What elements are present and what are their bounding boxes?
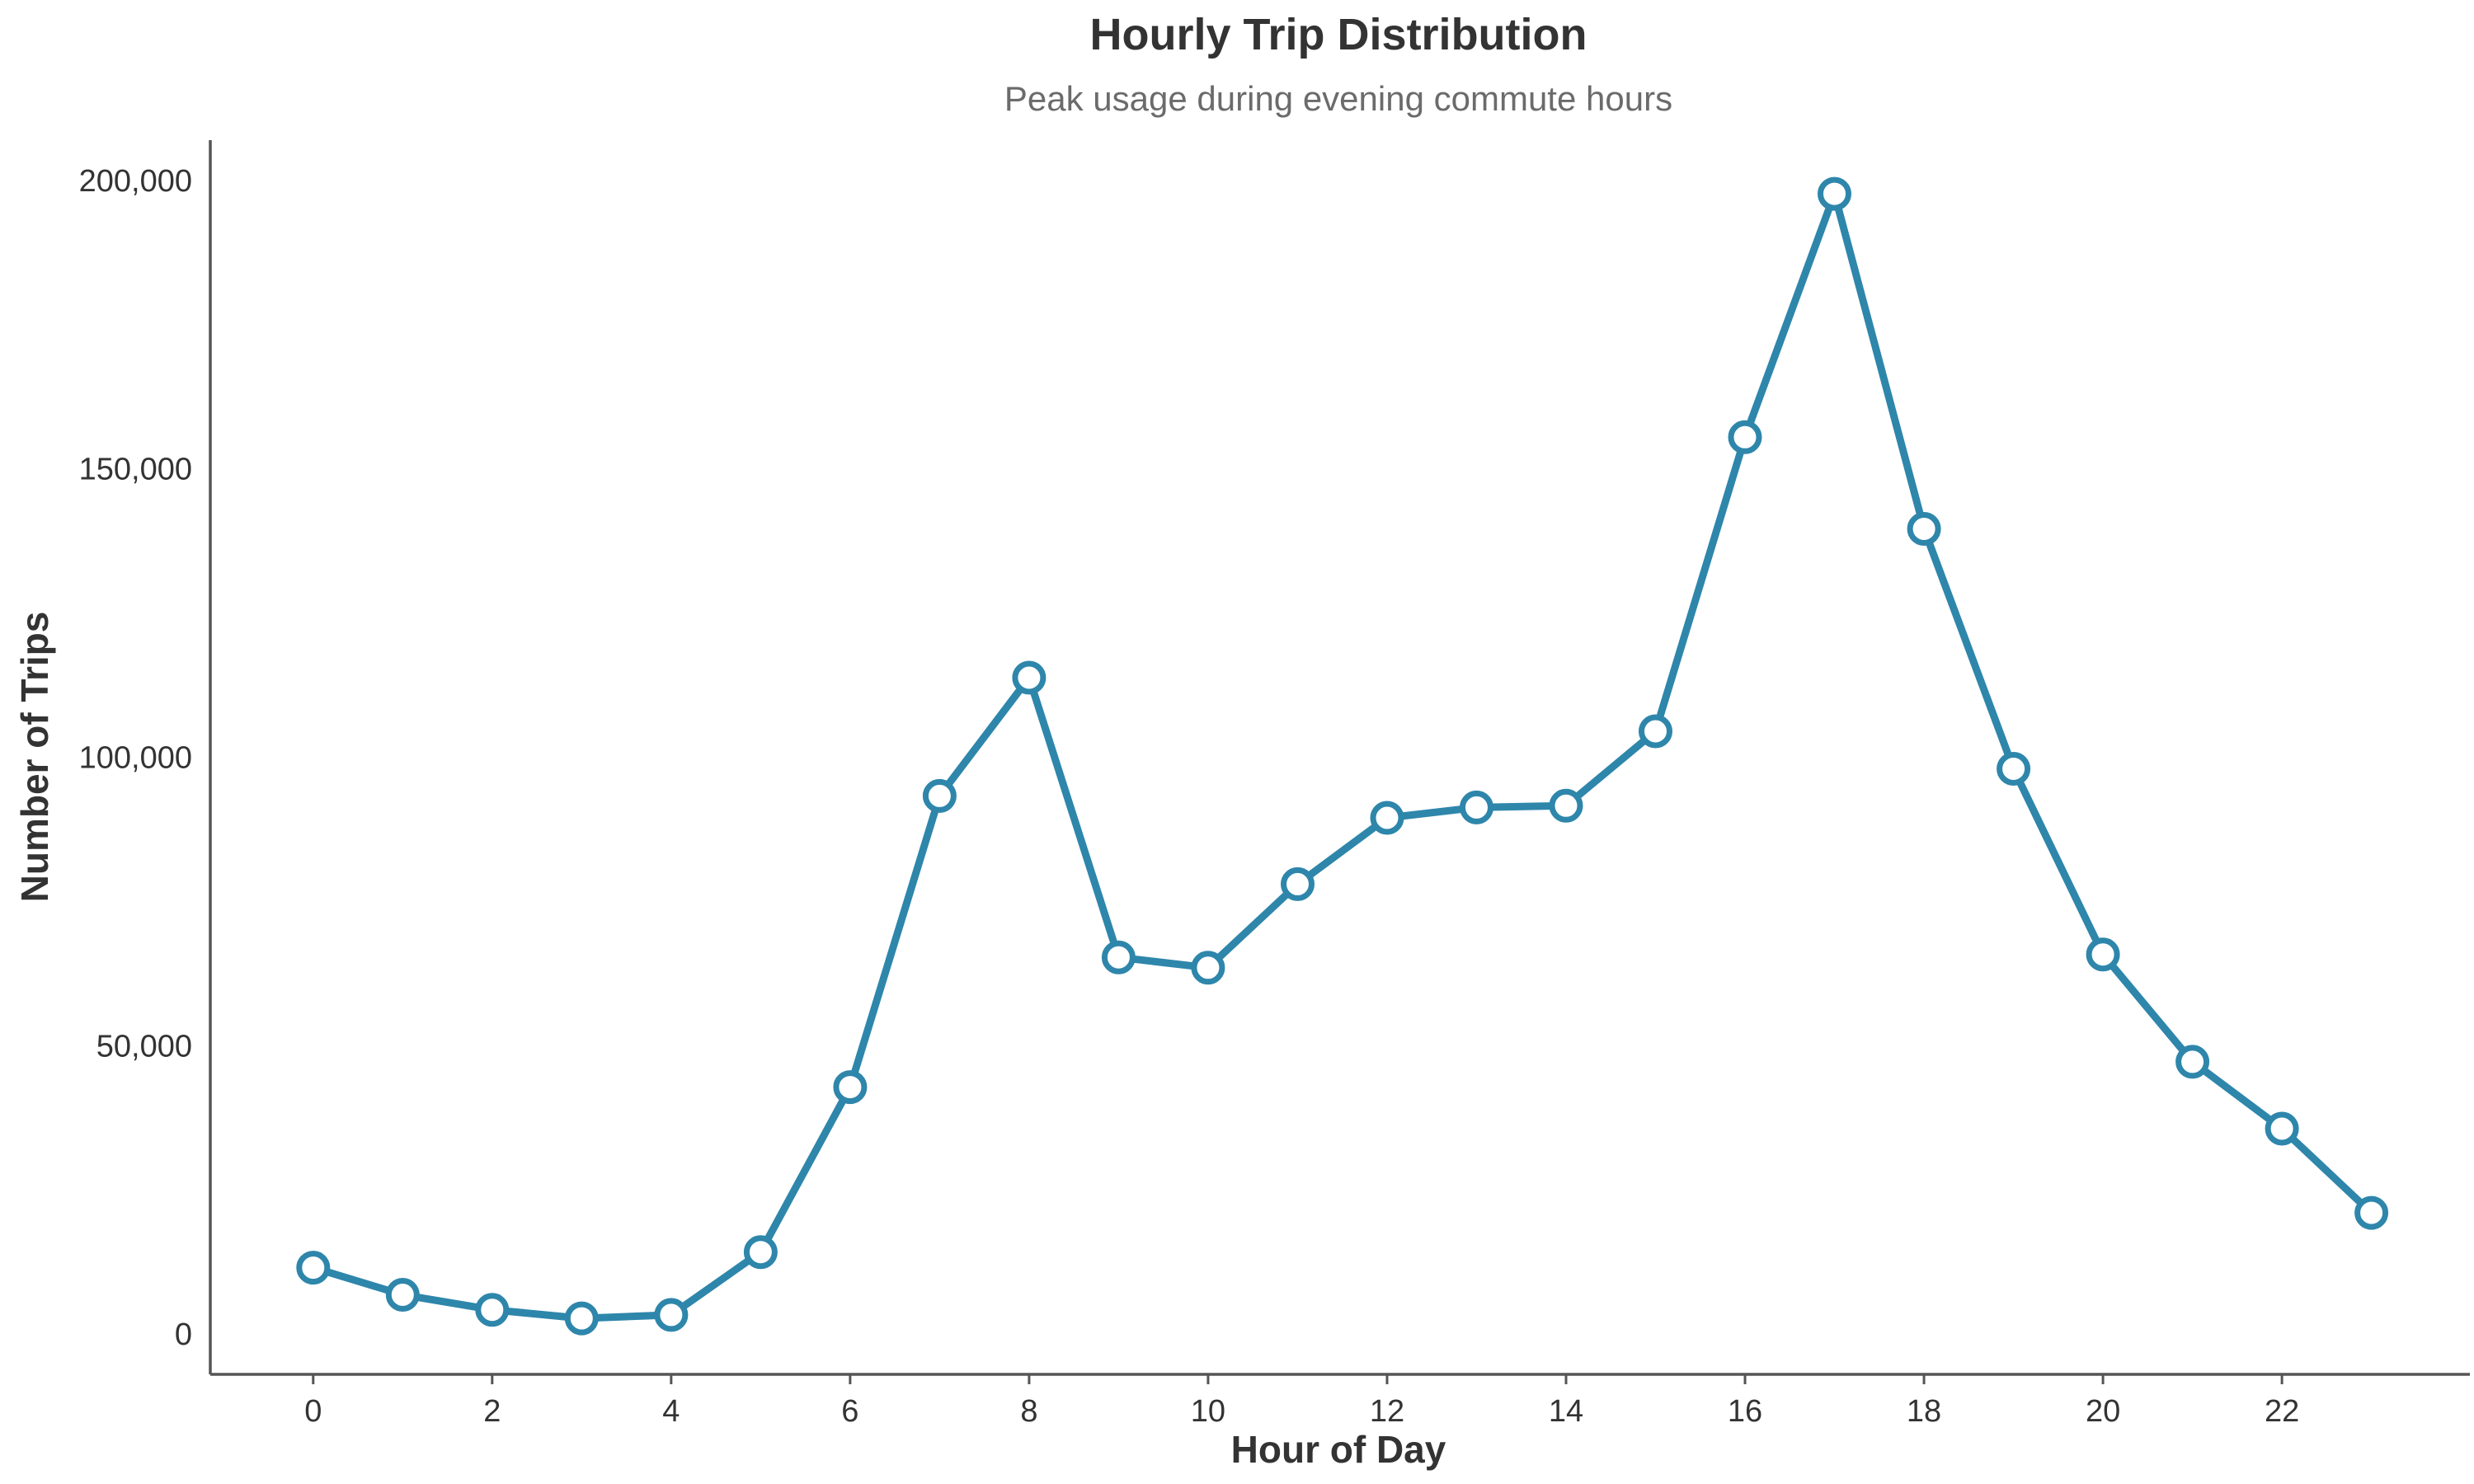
data-point [1191, 951, 1225, 985]
data-point [1460, 790, 1493, 824]
data-point [1997, 752, 2031, 786]
data-point [296, 1251, 331, 1285]
data-point [2175, 1045, 2210, 1079]
x-tick-label: 0 [304, 1394, 322, 1429]
x-tick-label: 6 [841, 1394, 858, 1429]
y-tick-label: 150,000 [79, 453, 192, 487]
data-point [1549, 788, 1583, 823]
data-point [1101, 940, 1136, 974]
data-point [654, 1298, 689, 1332]
y-tick-label: 100,000 [79, 741, 192, 776]
x-tick-label: 8 [1020, 1394, 1037, 1429]
data-point [475, 1293, 510, 1327]
plot-area: 0 50,000 100,000 150,000 200,000 0 2 4 6 8 10 12 14 1… [79, 140, 2470, 1429]
x-tick-label: 2 [483, 1394, 501, 1429]
data-point [2086, 937, 2120, 972]
y-tick-label: 0 [175, 1317, 192, 1352]
series-line [309, 190, 2376, 1322]
data-point [1907, 512, 1941, 546]
data-point [743, 1235, 778, 1270]
chart-subtitle: Peak usage during evening commute hours [1004, 79, 1672, 118]
x-tick-label: 10 [1191, 1394, 1225, 1429]
data-point [2265, 1111, 2299, 1146]
data-point [564, 1301, 599, 1336]
x-tick-label: 20 [2086, 1394, 2120, 1429]
x-tick-label: 14 [1549, 1394, 1583, 1429]
y-tick-label: 200,000 [79, 164, 192, 199]
x-tick-label: 22 [2265, 1394, 2299, 1429]
x-tick-label: 18 [1907, 1394, 1941, 1429]
y-axis-title: Number of Trips [13, 612, 56, 903]
chart-title: Hourly Trip Distribution [1090, 10, 1587, 59]
data-point [1728, 420, 1762, 454]
data-point [1818, 176, 1851, 211]
x-tick-label: 12 [1370, 1394, 1404, 1429]
data-point [1639, 714, 1672, 749]
y-tick-label: 50,000 [96, 1029, 192, 1064]
data-point [1370, 801, 1404, 835]
x-tick-label: 16 [1728, 1394, 1762, 1429]
data-point [1281, 866, 1315, 901]
data-point [922, 778, 957, 813]
data-point [1012, 660, 1047, 695]
data-point [2354, 1195, 2389, 1230]
x-tick-label: 4 [662, 1394, 680, 1429]
x-axis-title: Hour of Day [1231, 1428, 1446, 1471]
data-point [833, 1070, 868, 1105]
data-point [385, 1278, 420, 1312]
